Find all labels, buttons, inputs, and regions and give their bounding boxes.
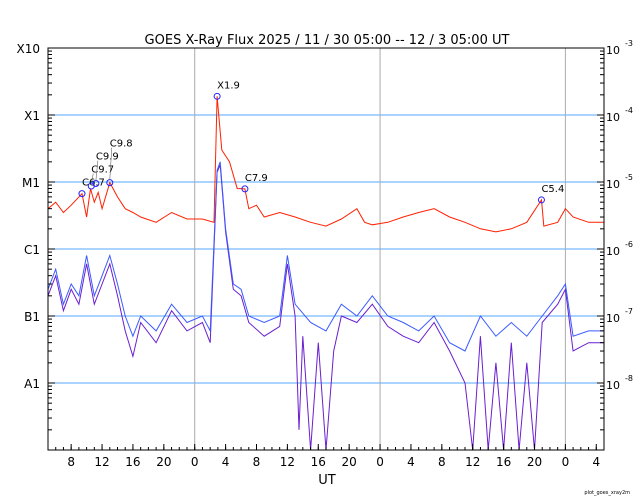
- x-tick-label: 4: [592, 455, 600, 469]
- x-tick-label: 0: [562, 455, 570, 469]
- flare-label: C7.9: [245, 173, 268, 184]
- flare-class-label: B1: [24, 310, 40, 324]
- flare-class-label: M1: [22, 176, 40, 190]
- series-long-line: [47, 96, 604, 233]
- flare-class-label: A1: [24, 377, 40, 391]
- flare-label-leader: [90, 173, 94, 184]
- flux-label: 10: [606, 111, 620, 124]
- x-tick-label: 4: [222, 455, 230, 469]
- x-tick-label: 20: [156, 455, 171, 469]
- flare-class-label: C1: [24, 243, 40, 257]
- flux-label-exponent: -4: [625, 106, 633, 115]
- flare-label-leader: [95, 160, 99, 181]
- x-tick-label: 16: [496, 455, 511, 469]
- flux-label: 10: [606, 178, 620, 191]
- x-tick-label: 0: [376, 455, 384, 469]
- footer-label: plot_goes_xray2m: [584, 490, 630, 496]
- flare-peak-marker: [537, 196, 545, 204]
- flare-peak-marker: [241, 185, 249, 193]
- x-tick-label: 16: [311, 455, 326, 469]
- x-tick-label: 4: [407, 455, 415, 469]
- flare-peak-marker: [78, 190, 86, 198]
- x-tick-label: 8: [438, 455, 446, 469]
- flare-label: C9.8: [110, 139, 133, 150]
- flux-label: 10: [606, 245, 620, 258]
- x-tick-label: 16: [125, 455, 140, 469]
- flare-label: C5.4: [541, 184, 564, 195]
- flux-label-exponent: -6: [625, 240, 633, 249]
- flare-label: X1.9: [217, 80, 240, 91]
- flare-label: C9.9: [96, 152, 119, 163]
- flare-class-label: X1: [24, 109, 40, 123]
- flare-label: C9.7: [91, 165, 114, 176]
- series-short-line: [47, 161, 604, 352]
- x-tick-label: 20: [342, 455, 357, 469]
- flare-label-leader: [109, 147, 113, 180]
- flare-label: C6.7: [82, 178, 105, 189]
- flux-label: 10: [606, 379, 620, 392]
- flux-label-exponent: -8: [625, 374, 633, 383]
- flux-label-exponent: -5: [625, 173, 633, 182]
- flux-label: 10: [606, 44, 620, 57]
- flux-label-exponent: -7: [625, 307, 633, 316]
- x-tick-label: 12: [94, 455, 109, 469]
- x-tick-label: 12: [280, 455, 295, 469]
- chart-title: GOES X-Ray Flux 2025 / 11 / 30 05:00 -- …: [145, 33, 510, 48]
- x-tick-label: 20: [527, 455, 542, 469]
- flare-peak-marker: [213, 92, 221, 100]
- flux-label: 10: [606, 312, 620, 325]
- x-axis-label: UT: [318, 473, 336, 488]
- x-tick-label: 12: [465, 455, 480, 469]
- x-tick-label: 8: [253, 455, 261, 469]
- flux-label-exponent: -3: [625, 39, 633, 48]
- x-tick-label: 8: [67, 455, 75, 469]
- x-tick-label: 0: [191, 455, 199, 469]
- flare-class-label: X10: [17, 42, 41, 56]
- series-short-secondary-line: [47, 164, 604, 451]
